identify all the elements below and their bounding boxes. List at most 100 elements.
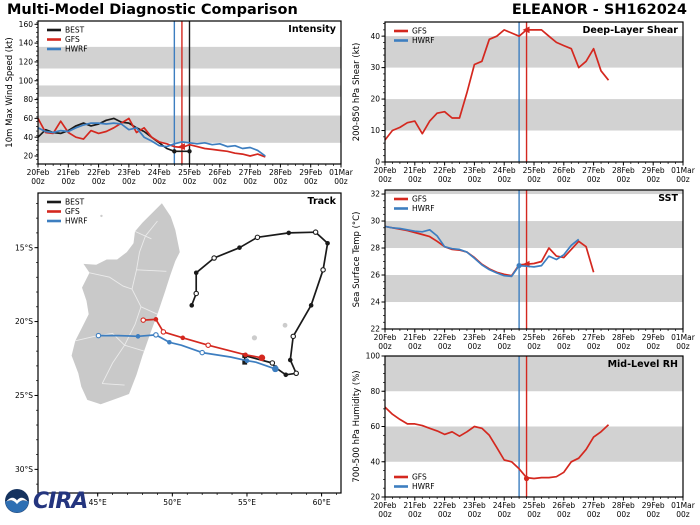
svg-text:00z: 00z [676, 175, 690, 184]
mayotte-island [100, 214, 103, 218]
svg-text:00z: 00z [497, 175, 511, 184]
init-marker [516, 262, 522, 269]
legend-label-hwrf: HWRF [65, 45, 88, 54]
track-point [244, 358, 250, 364]
intensity-gfs-line [37, 117, 266, 158]
svg-text:20Feb: 20Feb [374, 501, 397, 510]
cira-logo: CIRA [4, 488, 88, 514]
svg-text:24: 24 [370, 298, 380, 307]
svg-text:25Feb: 25Feb [523, 166, 546, 175]
svg-text:25Feb: 25Feb [523, 333, 546, 342]
y-axis-label: 700-500 hPa Humidity (%) [352, 370, 362, 482]
panel-frame [384, 21, 684, 163]
svg-text:80: 80 [370, 387, 380, 396]
track-point [325, 240, 330, 246]
svg-text:00z: 00z [378, 175, 392, 184]
y-axis-label: Sea Surface Temp (°C) [352, 212, 362, 308]
svg-text:00z: 00z [378, 342, 392, 351]
svg-text:26Feb: 26Feb [552, 501, 575, 510]
hwrf-track-line [98, 334, 276, 370]
svg-text:28Feb: 28Feb [612, 333, 635, 342]
category-band [385, 36, 683, 68]
svg-text:00z: 00z [617, 510, 631, 519]
track-point [283, 372, 289, 378]
svg-text:00z: 00z [497, 510, 511, 519]
svg-text:140: 140 [19, 39, 34, 48]
svg-text:24Feb: 24Feb [493, 501, 516, 510]
track-point [211, 255, 217, 261]
svg-text:24Feb: 24Feb [493, 333, 516, 342]
province-border [124, 344, 145, 352]
track-point [167, 339, 172, 345]
svg-text:29Feb: 29Feb [299, 168, 322, 177]
svg-text:00z: 00z [468, 510, 482, 519]
svg-text:00z: 00z [438, 342, 452, 351]
track-point [254, 234, 261, 241]
svg-text:00z: 00z [646, 175, 660, 184]
panel-frame [37, 192, 342, 494]
svg-text:00z: 00z [438, 510, 452, 519]
track-point [242, 359, 248, 365]
svg-text:60°E: 60°E [313, 498, 331, 507]
sst-panel: 22242628303220Feb00z21Feb00z22Feb00z23Fe… [352, 189, 696, 351]
track-point [95, 332, 102, 339]
svg-text:26Feb: 26Feb [552, 166, 575, 175]
svg-text:100: 100 [366, 352, 381, 361]
track-point [140, 317, 146, 323]
province-border [101, 220, 158, 384]
noaa-icon [5, 489, 29, 513]
svg-text:24Feb: 24Feb [148, 168, 171, 177]
svg-text:20: 20 [23, 152, 33, 161]
track-point [243, 352, 248, 358]
svg-text:00z: 00z [617, 175, 631, 184]
svg-text:00z: 00z [557, 175, 571, 184]
svg-text:00z: 00z [31, 177, 45, 186]
svg-text:30: 30 [370, 63, 380, 72]
svg-text:00z: 00z [408, 175, 422, 184]
province-border [134, 230, 152, 240]
rh-gfs-line [384, 406, 610, 480]
svg-text:27Feb: 27Feb [582, 333, 605, 342]
svg-text:00z: 00z [122, 177, 136, 186]
svg-text:40: 40 [370, 32, 380, 41]
mauritius-island [282, 322, 288, 328]
svg-text:23Feb: 23Feb [463, 501, 486, 510]
svg-text:25Feb: 25Feb [178, 168, 201, 177]
svg-text:26: 26 [370, 271, 380, 280]
svg-text:60: 60 [370, 422, 380, 431]
svg-text:01Mar: 01Mar [671, 333, 696, 342]
svg-text:00z: 00z [183, 177, 197, 186]
svg-text:21Feb: 21Feb [403, 333, 426, 342]
track-point [290, 333, 296, 340]
track-point [135, 334, 141, 339]
x-axis: 20Feb00z21Feb00z22Feb00z23Feb00z24Feb00z… [374, 497, 696, 519]
svg-text:23Feb: 23Feb [463, 166, 486, 175]
y-axis: 22 24 26 28 30 32 [370, 190, 385, 334]
svg-text:30°S: 30°S [15, 465, 33, 474]
svg-text:28: 28 [370, 244, 380, 253]
svg-text:26Feb: 26Feb [552, 333, 575, 342]
svg-text:00z: 00z [408, 510, 422, 519]
svg-text:01Mar: 01Mar [671, 501, 696, 510]
svg-text:10: 10 [370, 126, 380, 135]
legend-label-gfs: GFS [65, 207, 80, 216]
province-border [102, 383, 125, 386]
panel-title: Mid-Level RH [608, 359, 678, 370]
reunion-island [251, 335, 258, 341]
svg-text:00z: 00z [617, 342, 631, 351]
svg-text:00z: 00z [587, 510, 601, 519]
svg-text:00z: 00z [497, 342, 511, 351]
svg-text:25°S: 25°S [15, 391, 33, 400]
svg-text:20Feb: 20Feb [27, 168, 50, 177]
svg-text:50°E: 50°E [163, 498, 181, 507]
svg-text:23Feb: 23Feb [463, 333, 486, 342]
svg-text:00z: 00z [334, 177, 348, 186]
track-point [153, 332, 159, 338]
track-point [180, 335, 186, 341]
